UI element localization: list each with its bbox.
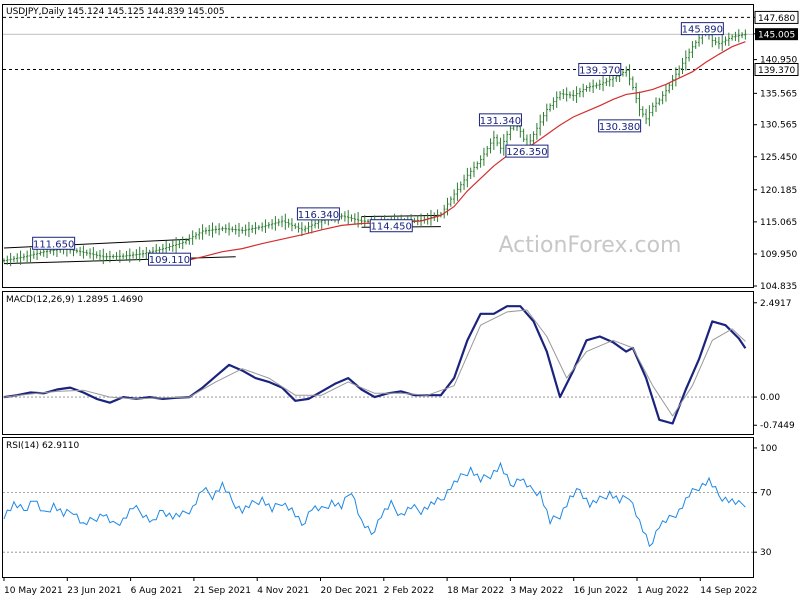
price-tick-label: 104.835 xyxy=(760,282,797,292)
current-price-label: 145.005 xyxy=(758,31,795,41)
price-annotation-label: 131.340 xyxy=(480,116,521,127)
macd-panel-frame xyxy=(2,291,754,435)
rsi-tick-label: 30 xyxy=(760,548,772,558)
level-label-box xyxy=(754,63,799,77)
price-annotations: 111.650 109.110 116.340 114.450 131.340 126.3… xyxy=(32,22,724,266)
symbol-title: USDJPY,Daily 145.124 145.125 144.839 145… xyxy=(6,7,225,17)
price-tick-label: 115.065 xyxy=(760,218,797,228)
price-levels xyxy=(3,16,753,71)
price-annotation-box xyxy=(680,22,724,36)
rsi-line xyxy=(3,461,746,548)
price-annotation-box xyxy=(598,119,642,133)
rsi-tick-label: 70 xyxy=(760,489,772,499)
rsi-indicator: 100 70 30 xyxy=(3,444,777,558)
rsi-tick-label: 100 xyxy=(760,444,777,454)
price-tick-label: 120.185 xyxy=(760,186,797,196)
macd-tick-label: 2.4917 xyxy=(760,299,792,309)
price-annotation-label: 111.650 xyxy=(33,239,74,250)
price-annotation-label: 130.380 xyxy=(599,122,640,133)
signal-line xyxy=(3,309,746,417)
price-annotation-box xyxy=(296,207,340,221)
price-annotation-box xyxy=(32,236,76,250)
time-tick-label: 10 May 2021 xyxy=(4,586,63,596)
price-annotation-label: 114.450 xyxy=(371,222,412,233)
rsi-title: RSI(14) 62.9110 xyxy=(6,441,79,451)
price-tick-label: 140.950 xyxy=(760,56,797,66)
price-tick-label: 109.950 xyxy=(760,250,797,260)
time-tick-label: 18 Mar 2022 xyxy=(447,586,504,596)
price-annotation-label: 109.110 xyxy=(149,255,190,266)
level-label: 147.680 xyxy=(758,14,795,24)
watermark-text: ActionForex.com xyxy=(499,233,682,258)
price-tick-label: 125.450 xyxy=(760,153,797,163)
time-tick-label: 1 Aug 2022 xyxy=(637,586,689,596)
price-annotation-label: 139.370 xyxy=(579,66,620,77)
price-annotation-label: 145.890 xyxy=(682,25,723,36)
macd-tick-label: -0.7449 xyxy=(760,421,795,431)
time-tick-label: 2 Feb 2022 xyxy=(384,586,434,596)
price-annotation-box xyxy=(505,144,549,158)
level-label: 139.370 xyxy=(758,66,795,76)
time-tick-label: 4 Nov 2021 xyxy=(257,586,309,596)
time-tick-label: 6 Aug 2021 xyxy=(131,586,183,596)
price-annotation-box xyxy=(478,113,522,127)
price-annotation-box xyxy=(369,219,413,233)
macd-indicator: 2.4917 0.00 -0.7449 xyxy=(3,299,795,431)
price-tick-label: 130.565 xyxy=(760,121,797,131)
time-tick-label: 3 May 2022 xyxy=(510,586,563,596)
level-label-box xyxy=(754,10,799,24)
price-tick-label: 135.565 xyxy=(760,89,797,99)
price-axis: 147.680145.065140.950135.565130.565125.4… xyxy=(753,10,799,292)
price-annotation-label: 116.340 xyxy=(298,210,339,221)
macd-title: MACD(12,26,9) 1.2895 1.4690 xyxy=(6,295,143,305)
price-panel-frame xyxy=(2,4,754,288)
rsi-panel-frame xyxy=(2,437,754,578)
current-price-box xyxy=(755,28,798,41)
price-annotation-box xyxy=(147,252,191,266)
price-annotation-label: 126.350 xyxy=(506,147,547,158)
time-tick-label: 14 Sep 2022 xyxy=(700,586,757,596)
time-axis: 10 May 2021 23 Jun 2021 6 Aug 2021 21 Sep 2… xyxy=(3,577,757,596)
time-tick-label: 16 Jun 2022 xyxy=(574,586,628,596)
time-tick-label: 20 Dec 2021 xyxy=(321,586,379,596)
time-tick-label: 21 Sep 2021 xyxy=(194,586,251,596)
time-tick-label: 23 Jun 2021 xyxy=(67,586,121,596)
macd-tick-label: 0.00 xyxy=(760,393,780,403)
price-annotation-box xyxy=(578,63,622,77)
